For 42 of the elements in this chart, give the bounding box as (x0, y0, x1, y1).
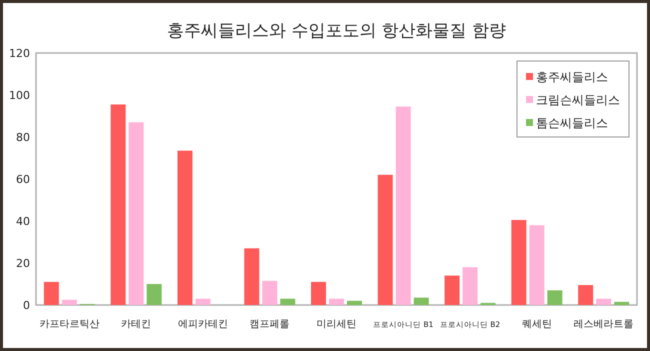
bar (511, 220, 526, 305)
bar (128, 122, 144, 305)
bar (396, 106, 411, 305)
bar (177, 150, 192, 305)
x-tick-label: 에피카테킨 (178, 319, 228, 330)
y-tick-label: 40 (16, 215, 30, 228)
y-tick-label: 0 (23, 299, 30, 312)
bar (110, 104, 126, 305)
x-tick-label: 카프타르틱산 (39, 319, 100, 330)
bar (462, 267, 478, 305)
y-tick-label: 100 (9, 89, 30, 102)
bar (414, 298, 429, 305)
x-tick-label: 레스베라트롤 (574, 319, 634, 330)
chart-title: 홍주씨들리스와 수입포도의 항산화물질 함량 (166, 21, 506, 41)
bar (62, 300, 77, 305)
bar (146, 284, 162, 305)
bar (614, 302, 630, 305)
bar (195, 298, 210, 305)
bar (262, 280, 278, 305)
x-tick-label: 미리세틴 (316, 319, 356, 330)
legend-label: 크림슨씨들리스 (536, 93, 620, 107)
y-tick-label: 120 (9, 47, 30, 60)
bar (596, 298, 612, 305)
bar (547, 290, 562, 305)
y-tick-label: 20 (16, 257, 30, 270)
y-tick-label: 60 (16, 173, 30, 186)
bar (578, 285, 594, 305)
x-tick-label: 캠프페롤 (250, 319, 290, 330)
x-tick-label: 카테킨 (121, 319, 152, 330)
bar (311, 282, 326, 305)
bar (44, 282, 59, 305)
bar (347, 300, 362, 305)
bar (529, 225, 544, 305)
bar (378, 174, 393, 305)
bar (244, 248, 260, 305)
legend-label: 톰슨씨들리스 (536, 116, 608, 130)
bar (280, 298, 296, 305)
x-tick-label: 퀘세틴 (522, 319, 552, 330)
bar (329, 298, 344, 305)
y-tick-label: 80 (16, 131, 30, 144)
bar (444, 276, 460, 305)
legend-label: 홍주씨들리스 (536, 70, 608, 84)
